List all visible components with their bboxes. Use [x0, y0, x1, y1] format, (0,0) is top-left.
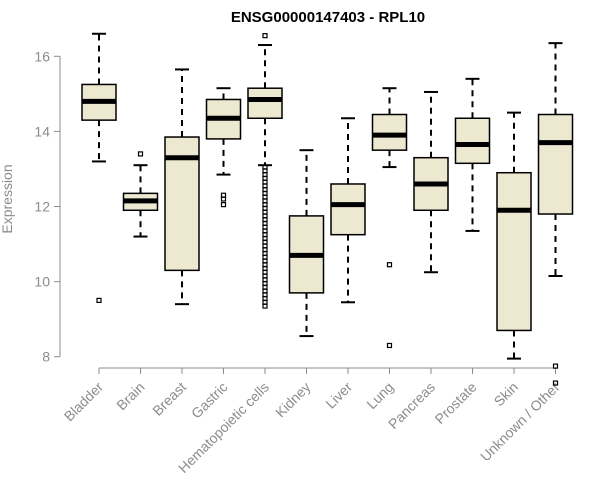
box-prostate: [454, 77, 491, 232]
box-pancreas: [413, 90, 449, 274]
outlier-point: [552, 380, 559, 386]
x-tick-label: Brain: [113, 379, 147, 413]
iqr-box: [247, 87, 283, 120]
box-liver: [330, 117, 366, 304]
box-gastric: [205, 87, 242, 208]
outlier-point: [552, 363, 559, 369]
box-bladder: [81, 32, 117, 303]
box-skin: [496, 111, 532, 360]
outlier-point: [220, 202, 227, 208]
box-hematopoietic-cells: [247, 33, 283, 309]
y-tick-label: 12: [34, 199, 50, 215]
x-tick-label: Breast: [149, 379, 189, 419]
y-tick-label: 10: [34, 274, 50, 290]
box-breast: [164, 68, 200, 306]
outlier-point: [96, 297, 102, 303]
chart-title: ENSG00000147403 - RPL10: [231, 9, 425, 26]
box-lung: [371, 87, 408, 349]
iqr-box: [454, 117, 491, 165]
x-tick-label: Kidney: [272, 379, 314, 421]
iqr-box: [330, 183, 366, 236]
boxes-group: [81, 32, 574, 386]
x-tick-label: Unknown / Other: [477, 379, 563, 465]
y-tick-label: 8: [42, 349, 50, 365]
iqr-box: [537, 113, 574, 215]
y-axis-label: Expression: [0, 164, 15, 233]
y-tick-label: 16: [34, 48, 50, 64]
outlier-point: [220, 196, 227, 202]
box-brain: [122, 151, 159, 238]
x-tick-label: Lung: [363, 379, 396, 412]
y-axis: 8 10 12 14 16: [34, 48, 61, 365]
x-tick-label: Bladder: [61, 379, 107, 425]
iqr-box: [496, 171, 532, 332]
x-tick-label: Prostate: [431, 379, 479, 427]
x-tick-label: Skin: [491, 379, 522, 410]
box-unknown-other: [537, 42, 574, 386]
outlier-point: [137, 151, 144, 157]
y-tick-label: 14: [34, 123, 50, 139]
outlier-point: [262, 33, 268, 39]
iqr-box: [371, 113, 408, 151]
outlier-point: [386, 342, 393, 349]
x-tick-label: Liver: [322, 379, 355, 412]
outlier-point: [262, 303, 268, 309]
box-kidney: [288, 149, 325, 338]
outlier-point: [386, 262, 393, 268]
